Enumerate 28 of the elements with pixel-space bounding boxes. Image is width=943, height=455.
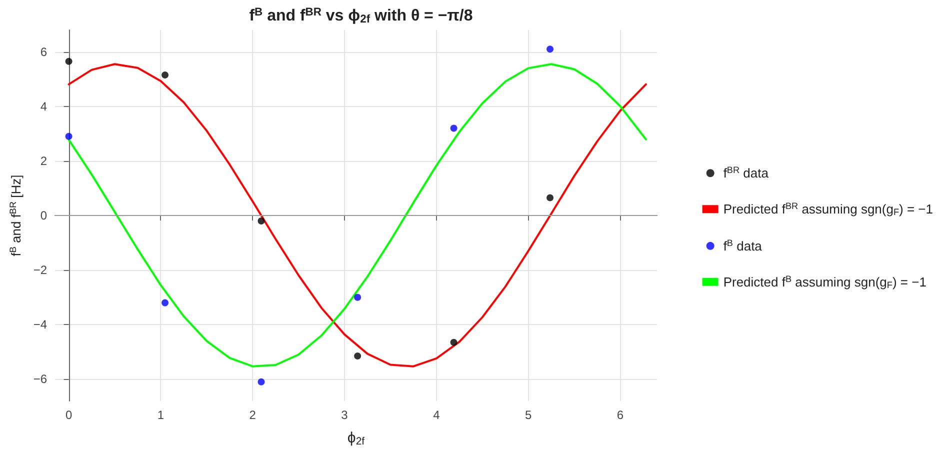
line-series [68,63,647,368]
y-tick-label: −6 [33,372,48,386]
point [450,124,458,132]
x-tick-label: 5 [524,408,532,422]
x-tick-label: 3 [341,408,348,422]
x-tick-label: 6 [616,408,624,422]
y-tick-label: 4 [40,99,48,114]
x-tick-label: 4 [433,408,440,422]
point [354,294,362,301]
point [354,352,362,360]
y-tick-label: −2 [33,263,48,278]
x-tick-label: 1 [157,408,164,422]
point [65,58,72,65]
y-tick-label: 0 [40,208,48,222]
point [450,338,458,346]
point [546,46,554,53]
point [258,378,265,386]
x-tick-label: 0 [65,408,72,422]
x-tick-label: 2 [249,408,256,422]
point [65,132,72,140]
point [162,72,169,79]
point [258,217,265,224]
y-tick-label: −4 [33,318,48,332]
point [546,194,554,202]
y-tick-label: 6 [40,44,48,59]
point [162,299,169,306]
y-axis-title: fB and fBR [Hz] [8,174,24,256]
y-tick-label: 2 [40,154,48,168]
